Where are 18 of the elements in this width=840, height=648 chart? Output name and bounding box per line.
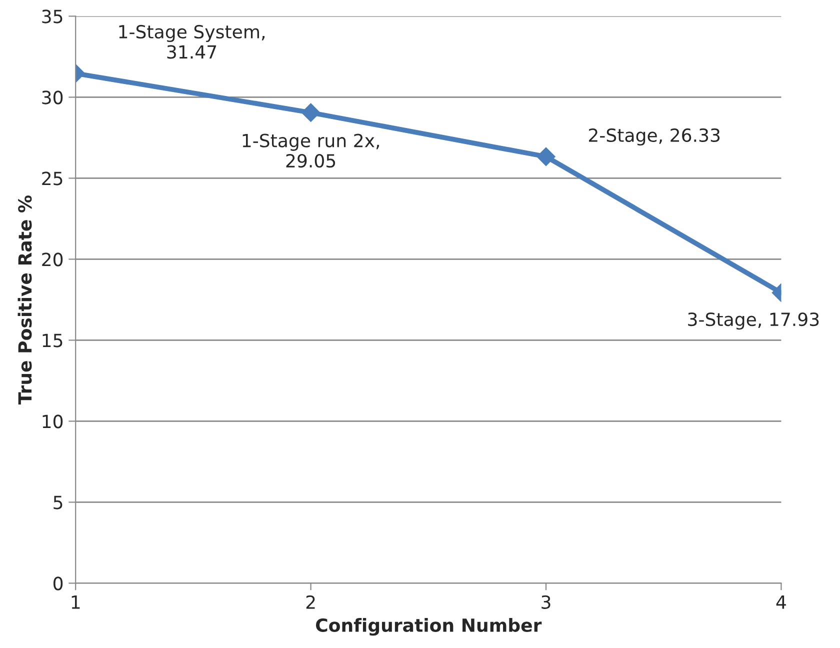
- y-axis-title: True Positive Rate %: [18, 195, 32, 404]
- x-tick-label: 4: [776, 596, 786, 609]
- y-tick-label: 25: [42, 172, 62, 186]
- x-tick-label: 3: [542, 595, 550, 609]
- x-tick-label: 1: [72, 596, 80, 609]
- y-tick-label: 0: [53, 576, 63, 590]
- y-tick-label: 10: [42, 414, 63, 428]
- x-tick-label: 2: [306, 595, 315, 609]
- annotation: 1-Stage System, 31.47: [119, 24, 264, 59]
- y-tick-label: 15: [42, 334, 62, 348]
- y-tick-label: 5: [54, 496, 62, 510]
- y-tick-label: 20: [42, 252, 63, 266]
- x-axis-title: Configuration Number: [316, 618, 542, 636]
- y-tick-label: 35: [42, 10, 62, 24]
- annotation: 2-Stage, 26.33: [588, 128, 720, 146]
- y-tick-label: 30: [42, 90, 63, 104]
- annotation: 3-Stage, 17.93: [688, 312, 819, 330]
- annotation: 1-Stage run 2x, 29.05: [242, 134, 379, 168]
